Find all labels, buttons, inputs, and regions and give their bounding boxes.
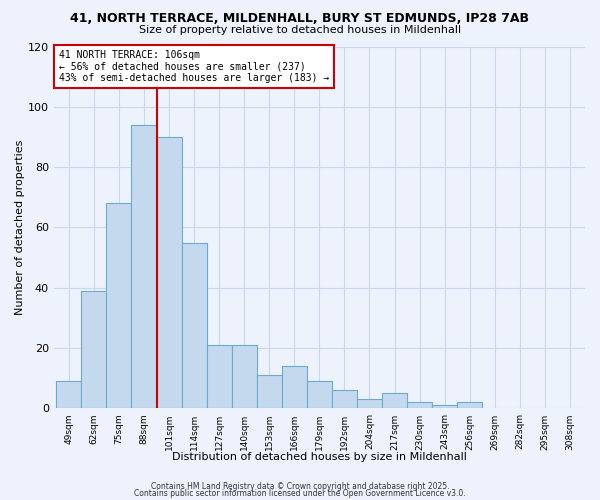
Bar	[257, 376, 282, 408]
Text: Contains public sector information licensed under the Open Government Licence v3: Contains public sector information licen…	[134, 489, 466, 498]
Text: Size of property relative to detached houses in Mildenhall: Size of property relative to detached ho…	[139, 25, 461, 35]
Bar	[206, 345, 232, 408]
X-axis label: Distribution of detached houses by size in Mildenhall: Distribution of detached houses by size …	[172, 452, 467, 462]
Bar	[106, 204, 131, 408]
Text: 41 NORTH TERRACE: 106sqm
← 56% of detached houses are smaller (237)
43% of semi-: 41 NORTH TERRACE: 106sqm ← 56% of detach…	[59, 50, 329, 84]
Text: Contains HM Land Registry data © Crown copyright and database right 2025.: Contains HM Land Registry data © Crown c…	[151, 482, 449, 491]
Bar	[457, 402, 482, 408]
Bar	[332, 390, 357, 408]
Y-axis label: Number of detached properties: Number of detached properties	[15, 140, 25, 315]
Text: 41, NORTH TERRACE, MILDENHALL, BURY ST EDMUNDS, IP28 7AB: 41, NORTH TERRACE, MILDENHALL, BURY ST E…	[71, 12, 530, 26]
Bar	[232, 345, 257, 408]
Bar	[56, 382, 82, 408]
Bar	[307, 382, 332, 408]
Bar	[382, 394, 407, 408]
Bar	[182, 242, 206, 408]
Bar	[131, 125, 157, 408]
Bar	[157, 137, 182, 408]
Bar	[407, 402, 432, 408]
Bar	[282, 366, 307, 408]
Bar	[357, 400, 382, 408]
Bar	[432, 406, 457, 408]
Bar	[82, 291, 106, 408]
